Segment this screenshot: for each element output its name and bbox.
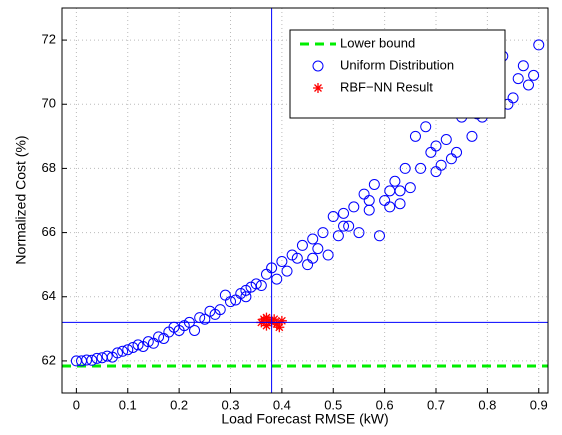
data-point <box>261 320 272 331</box>
data-point <box>373 230 385 242</box>
data-point <box>317 227 329 239</box>
data-point <box>291 252 303 264</box>
data-point <box>240 284 252 296</box>
y-tick-label: 66 <box>42 224 56 239</box>
x-tick-label: 0.8 <box>478 397 496 412</box>
x-tick-label: 0.7 <box>427 397 445 412</box>
data-point <box>348 201 360 213</box>
data-point <box>338 207 350 219</box>
data-point <box>189 324 201 336</box>
data-point <box>153 331 165 343</box>
data-point <box>522 79 534 91</box>
data-point <box>276 315 287 326</box>
legend-label: Uniform Distribution <box>340 57 454 72</box>
data-point <box>343 220 355 232</box>
data-point <box>507 92 519 104</box>
data-point <box>338 220 350 232</box>
data-point <box>111 347 123 359</box>
y-tick-label: 64 <box>42 288 56 303</box>
data-point <box>384 185 396 197</box>
x-axis-label: Load Forecast RMSE (kW) <box>221 411 388 427</box>
data-point <box>307 252 319 264</box>
axes-box <box>61 7 549 394</box>
data-point <box>240 291 252 303</box>
data-point <box>451 146 463 158</box>
data-point <box>332 230 344 242</box>
data-point <box>512 73 524 85</box>
data-point <box>327 211 339 223</box>
legend-label: Lower bound <box>340 35 415 50</box>
data-point <box>307 233 319 245</box>
data-point <box>199 313 211 325</box>
data-point <box>142 336 154 348</box>
data-point <box>225 296 237 308</box>
data-point <box>91 352 103 364</box>
data-point <box>517 60 529 72</box>
data-point <box>440 134 452 146</box>
legend: Lower bound Uniform Distribution RBF−NN Re… <box>289 29 506 119</box>
data-point <box>409 130 421 142</box>
data-point <box>466 130 478 142</box>
y-axis-label: Normalized Cost (%) <box>13 135 29 264</box>
data-point <box>101 350 113 362</box>
x-tick-label: 0 <box>73 397 80 412</box>
legend-box <box>289 29 506 119</box>
legend-label: RBF−NN Result <box>340 79 433 94</box>
data-point <box>322 249 334 261</box>
x-tick-label: 0.1 <box>119 397 137 412</box>
data-point <box>368 178 380 190</box>
y-tick-label: 62 <box>42 352 56 367</box>
data-point <box>255 280 267 292</box>
data-point <box>269 314 280 325</box>
data-point <box>533 39 545 51</box>
data-point <box>132 339 144 351</box>
data-point <box>274 322 285 333</box>
x-tick-label: 0.5 <box>324 397 342 412</box>
legend-swatch <box>313 83 323 93</box>
data-point <box>117 345 129 357</box>
data-point <box>261 312 272 323</box>
data-point <box>258 314 269 325</box>
x-tick-label: 0.9 <box>530 397 548 412</box>
data-point <box>430 140 442 152</box>
data-point <box>399 162 411 174</box>
data-point <box>86 354 98 366</box>
data-point <box>384 201 396 213</box>
data-point <box>296 239 308 251</box>
data-point <box>420 121 432 133</box>
data-point <box>281 265 293 277</box>
data-point <box>404 182 416 194</box>
x-tick-label: 0.2 <box>170 397 188 412</box>
data-point <box>250 278 262 290</box>
data-point <box>312 243 324 255</box>
data-point <box>528 69 540 81</box>
y-tick-label: 70 <box>42 96 56 111</box>
data-point <box>122 344 134 356</box>
legend-swatch <box>312 60 324 72</box>
data-point <box>353 227 365 239</box>
x-tick-label: 0.3 <box>221 397 239 412</box>
data-point <box>81 354 93 366</box>
x-tick-label: 0.4 <box>273 397 291 412</box>
data-point <box>389 175 401 187</box>
data-point <box>415 162 427 174</box>
data-point <box>394 198 406 210</box>
data-point <box>276 255 288 267</box>
data-point <box>430 166 442 178</box>
y-tick-label: 68 <box>42 160 56 175</box>
y-tick-label: 72 <box>42 32 56 47</box>
data-point <box>214 304 226 316</box>
x-tick-label: 0.6 <box>376 397 394 412</box>
data-point <box>363 195 375 206</box>
